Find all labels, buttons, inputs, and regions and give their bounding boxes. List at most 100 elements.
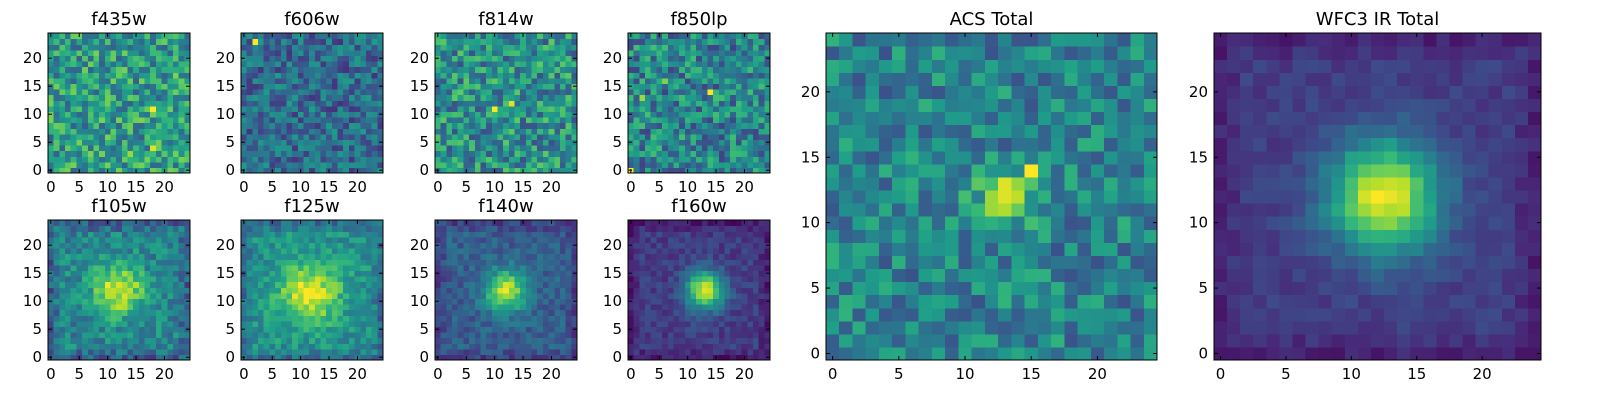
heatmap-cell bbox=[348, 309, 356, 316]
heatmap-cell bbox=[673, 354, 680, 361]
heatmap-cell bbox=[93, 94, 100, 101]
heatmap-cell bbox=[116, 315, 123, 322]
y-tick-label: 5 bbox=[612, 133, 622, 151]
heatmap-cell bbox=[280, 248, 288, 255]
heatmap-cell bbox=[280, 38, 288, 45]
heatmap-cell bbox=[537, 89, 544, 96]
heatmap-cell bbox=[343, 242, 350, 249]
heatmap-cell bbox=[150, 161, 157, 168]
heatmap-cell bbox=[150, 122, 157, 129]
heatmap-cell bbox=[735, 111, 743, 118]
heatmap-cell bbox=[752, 128, 760, 135]
heatmap-cell bbox=[167, 292, 174, 299]
heatmap-cell bbox=[93, 122, 100, 129]
heatmap-cell bbox=[565, 281, 572, 288]
heatmap-cell bbox=[70, 264, 77, 271]
heatmap-cell bbox=[121, 167, 129, 174]
heatmap-cell bbox=[554, 332, 561, 339]
heatmap-cell bbox=[633, 270, 640, 277]
heatmap-cell bbox=[452, 105, 459, 112]
heatmap-cell bbox=[724, 276, 731, 283]
heatmap-cell bbox=[76, 320, 83, 327]
heatmap-cell bbox=[491, 292, 499, 299]
heatmap-cell bbox=[554, 61, 561, 68]
heatmap-cell bbox=[371, 343, 378, 350]
heatmap-cell bbox=[93, 111, 100, 118]
heatmap-cell bbox=[258, 89, 265, 96]
heatmap-cell bbox=[537, 225, 544, 232]
y-tick-label: 0 bbox=[225, 348, 235, 366]
heatmap-cell bbox=[286, 139, 293, 146]
heatmap-cell bbox=[514, 105, 521, 112]
heatmap-cell bbox=[371, 100, 378, 107]
heatmap-cell bbox=[252, 100, 259, 107]
heatmap-cell bbox=[371, 220, 378, 227]
heatmap-cell bbox=[457, 292, 464, 299]
heatmap-cell bbox=[667, 89, 675, 96]
heatmap-cell bbox=[252, 287, 259, 294]
heatmap-cell bbox=[314, 242, 322, 249]
heatmap-cell bbox=[53, 100, 60, 107]
heatmap-cell bbox=[360, 220, 367, 227]
heatmap-cell bbox=[87, 61, 95, 68]
heatmap-cell bbox=[326, 89, 333, 96]
heatmap-cell bbox=[735, 281, 743, 288]
heatmap-cell bbox=[178, 89, 185, 96]
heatmap-cell bbox=[457, 264, 464, 271]
heatmap-cell bbox=[246, 225, 253, 232]
heatmap-cell bbox=[297, 139, 305, 146]
heatmap-cell bbox=[53, 122, 60, 129]
heatmap-cell bbox=[121, 298, 129, 305]
heatmap-cell bbox=[639, 292, 646, 299]
heatmap-cell bbox=[667, 128, 675, 135]
heatmap-cell bbox=[263, 44, 270, 51]
heatmap-cell bbox=[365, 33, 373, 40]
heatmap-cell bbox=[303, 248, 310, 255]
heatmap-cell bbox=[571, 320, 578, 327]
heatmap-cell bbox=[320, 276, 327, 283]
heatmap-cell bbox=[656, 44, 663, 51]
heatmap-cell bbox=[474, 270, 482, 277]
heatmap-cell bbox=[735, 55, 743, 62]
heatmap-cell bbox=[275, 248, 282, 255]
heatmap-cell bbox=[741, 287, 748, 294]
heatmap-cell bbox=[565, 55, 572, 62]
heatmap-cell bbox=[280, 77, 288, 84]
heatmap-cell bbox=[752, 276, 760, 283]
heatmap-cell bbox=[571, 128, 578, 135]
heatmap-cell bbox=[554, 287, 561, 294]
heatmap-cell bbox=[565, 66, 572, 73]
heatmap-cell bbox=[326, 298, 333, 305]
heatmap-cell bbox=[150, 94, 157, 101]
heatmap-cell bbox=[241, 292, 248, 299]
heatmap-cell bbox=[371, 139, 378, 146]
heatmap-cell bbox=[645, 348, 652, 355]
heatmap-cell bbox=[161, 337, 168, 344]
heatmap-cell bbox=[167, 44, 174, 51]
heatmap-cell bbox=[116, 55, 123, 62]
heatmap-cell bbox=[110, 111, 117, 118]
heatmap-cell bbox=[542, 44, 550, 51]
heatmap-cell bbox=[571, 332, 578, 339]
heatmap-cell bbox=[360, 304, 367, 311]
heatmap-cell bbox=[269, 122, 276, 129]
heatmap-cell bbox=[667, 133, 675, 140]
heatmap-cell bbox=[343, 61, 350, 68]
heatmap-cell bbox=[718, 66, 726, 73]
heatmap-cell bbox=[138, 44, 146, 51]
heatmap-cell bbox=[292, 72, 299, 79]
heatmap-cell bbox=[565, 337, 572, 344]
heatmap-cell bbox=[354, 236, 361, 243]
heatmap-cell bbox=[314, 281, 322, 288]
heatmap-cell bbox=[93, 270, 100, 277]
heatmap-cell bbox=[70, 94, 77, 101]
heatmap-cell bbox=[735, 44, 743, 51]
heatmap-cell bbox=[303, 259, 310, 266]
heatmap-cell bbox=[559, 94, 567, 101]
heatmap-cell bbox=[469, 167, 476, 174]
heatmap-cell bbox=[633, 276, 640, 283]
heatmap-cell bbox=[320, 354, 327, 361]
heatmap-cell bbox=[554, 354, 561, 361]
heatmap-cell bbox=[650, 150, 657, 157]
heatmap-cell bbox=[525, 309, 533, 316]
